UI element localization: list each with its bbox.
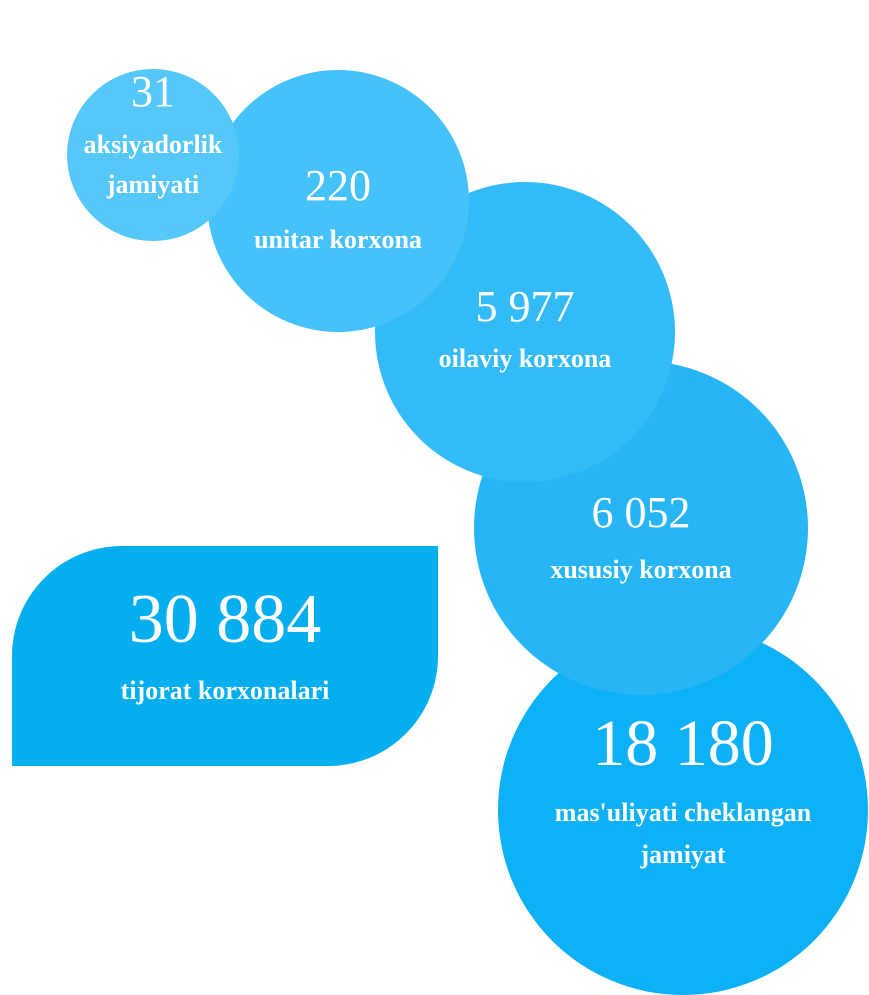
total-label: tijorat korxonalari <box>121 676 330 705</box>
bubble <box>67 69 239 241</box>
bubble-value: 18 180 <box>592 707 774 780</box>
bubble-label: xususiy korxona <box>550 555 731 584</box>
bubble-label: mas'uliyati cheklangan <box>555 798 812 827</box>
bubble-value: 31 <box>131 67 175 116</box>
bubble-value: 220 <box>305 161 371 210</box>
total-value: 30 884 <box>129 581 322 658</box>
bubble-label: jamiyat <box>639 840 726 869</box>
bubble-label: oilaviy korxona <box>439 344 612 373</box>
bubble-label: aksiyadorlik <box>84 130 223 159</box>
bubble-value: 6 052 <box>592 488 691 537</box>
bubble-value: 5 977 <box>476 282 575 331</box>
bubble-label: jamiyati <box>106 170 199 199</box>
bubble <box>498 625 868 995</box>
bubble <box>207 70 469 332</box>
total-panel <box>12 546 438 766</box>
bubble-label: unitar korxona <box>254 225 422 254</box>
